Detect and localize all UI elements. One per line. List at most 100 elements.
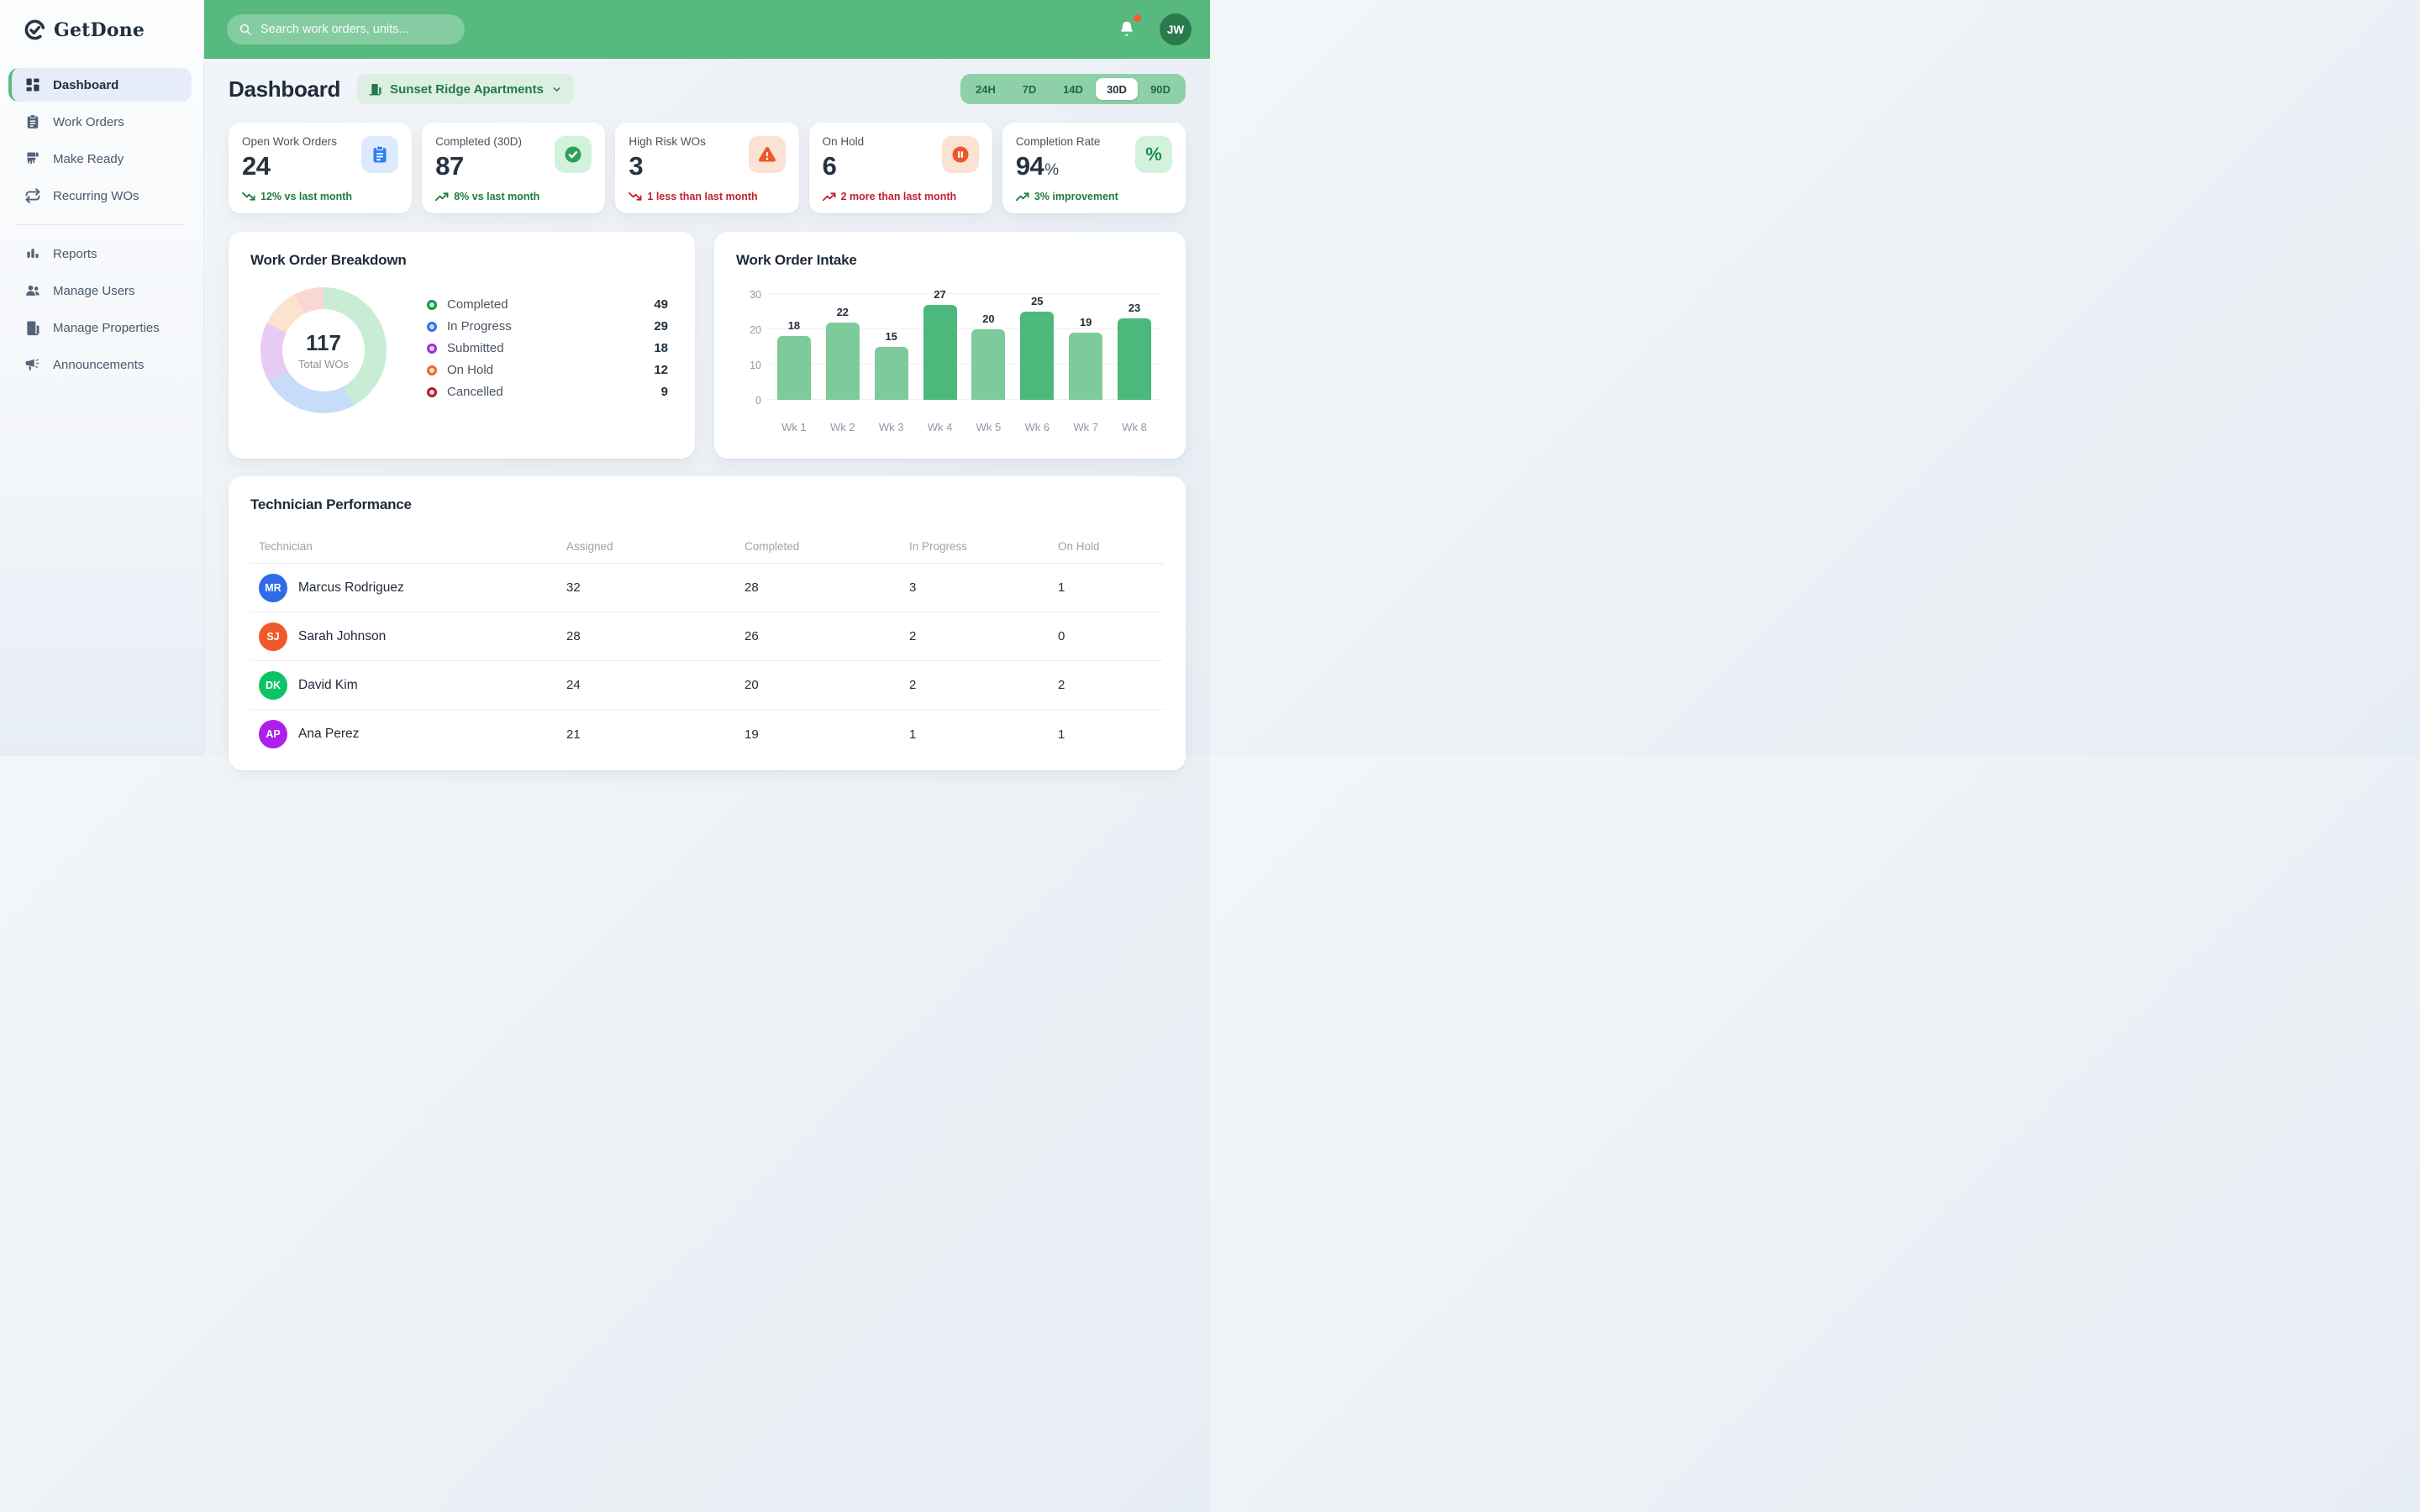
avatar: SJ — [259, 622, 287, 651]
assigned-cell: 21 — [566, 727, 581, 742]
property-selector[interactable]: Sunset Ridge Apartments — [357, 74, 574, 104]
kpi-trend: 8% vs last month — [435, 191, 539, 202]
user-avatar[interactable]: JW — [1160, 13, 1192, 45]
legend-label: In Progress — [447, 319, 512, 333]
notifications-button[interactable] — [1118, 14, 1141, 39]
sidebar-item-manage-users[interactable]: Manage Users — [8, 274, 192, 307]
sidebar-divider — [15, 224, 185, 225]
gridline — [770, 364, 1159, 365]
legend-dot — [427, 365, 437, 375]
technician-name: David Kim — [298, 677, 358, 692]
search-icon — [239, 24, 251, 35]
x-axis-label: Wk 3 — [878, 421, 904, 433]
technician-cell: SJ Sarah Johnson — [250, 622, 566, 651]
trend-down-icon — [629, 192, 642, 202]
time-range-30d[interactable]: 30D — [1096, 78, 1138, 100]
sidebar-item-reports[interactable]: Reports — [8, 237, 192, 270]
users-icon — [24, 282, 41, 299]
table-row-david-kim[interactable]: DK David Kim 24 20 2 2 — [250, 661, 1164, 710]
kpi-label: Completed (30D) — [435, 135, 522, 148]
technician-name: Sarah Johnson — [298, 628, 387, 643]
bar-value-label: 22 — [836, 305, 850, 318]
sidebar-nav: Dashboard Work Orders Make Ready Recurring … — [0, 68, 203, 381]
legend-label: Cancelled — [447, 385, 503, 399]
time-range-24h[interactable]: 24H — [976, 82, 996, 96]
page-title: Dashboard — [229, 76, 341, 102]
donut-center: 117 Total WOs — [282, 309, 365, 391]
dashboard-icon — [24, 76, 41, 93]
time-range-14d[interactable]: 14D — [1063, 82, 1083, 96]
bar-value-label: 23 — [1128, 302, 1141, 315]
brand-name: GetDone — [54, 18, 145, 41]
x-axis-label: Wk 2 — [830, 421, 855, 433]
gridline — [770, 399, 1159, 400]
sidebar-item-announcements[interactable]: Announcements — [8, 348, 192, 381]
column-header-technician: Technician — [259, 540, 313, 553]
trend-up-icon — [1015, 192, 1029, 202]
time-range-90d[interactable]: 90D — [1150, 82, 1171, 96]
kpi-card-open-work-orders: Open Work Orders 24 12% vs last month — [229, 123, 413, 213]
property-selector-label: Sunset Ridge Apartments — [390, 81, 544, 97]
work-order-breakdown-card: Work Order Breakdown 117 Total WOs Compl… — [229, 232, 695, 459]
trend-down-icon — [242, 192, 255, 202]
y-axis-tick: 20 — [750, 324, 761, 336]
bar-value-label: 27 — [934, 287, 946, 301]
sidebar-item-label: Manage Properties — [53, 320, 160, 335]
legend-item-on-hold: On Hold 12 — [427, 360, 673, 381]
sidebar-item-recurring-wos[interactable]: Recurring WOs — [8, 179, 192, 213]
time-range-control: 24H 7D 14D 30D 90D — [960, 74, 1186, 104]
bar-value-label: 15 — [885, 330, 897, 343]
x-axis-label: Wk 5 — [976, 421, 1002, 433]
bar-wk-7 — [1069, 333, 1103, 400]
search-input[interactable]: Search work orders, units... — [227, 14, 465, 45]
sidebar-item-work-orders[interactable]: Work Orders — [8, 105, 192, 139]
bar-wk-2 — [825, 322, 860, 400]
table-row-ana-perez[interactable]: AP Ana Perez 21 19 1 1 — [250, 710, 1164, 759]
time-range-7d[interactable]: 7D — [1022, 82, 1037, 96]
table-body: MR Marcus Rodriguez 32 28 3 1 SJ Sarah Johnson 2… — [250, 564, 1164, 759]
sidebar-item-label: Announcements — [53, 357, 145, 372]
building-icon — [369, 84, 381, 96]
legend-label: On Hold — [447, 363, 494, 377]
bar-chart: 0 10 20 30 18 Wk 1 22 Wk 2 15 Wk 3 27 Wk 4 20 Wk 5 25 W… — [736, 274, 1164, 438]
donut-total-label: Total WOs — [298, 358, 349, 370]
avatar: AP — [259, 720, 287, 748]
legend-dot — [427, 299, 437, 310]
sidebar-item-manage-properties[interactable]: Manage Properties — [8, 311, 192, 344]
y-axis-tick: 10 — [750, 360, 761, 371]
kpi-card-high-risk-wos: High Risk WOs 3 1 less than last month — [615, 123, 799, 213]
technician-name: Marcus Rodriguez — [298, 580, 404, 595]
y-axis-tick: 30 — [750, 289, 761, 301]
sidebar-item-label: Make Ready — [53, 151, 124, 166]
table-header: Technician Assigned Completed In Progress On… — [250, 530, 1164, 564]
table-row-sarah-johnson[interactable]: SJ Sarah Johnson 28 26 2 0 — [250, 612, 1164, 661]
in-progress-cell: 2 — [909, 629, 917, 643]
sidebar-item-dashboard[interactable]: Dashboard — [8, 68, 192, 102]
kpi-value: 6 — [822, 151, 837, 181]
check-circle-icon — [555, 136, 592, 173]
x-axis-label: Wk 4 — [927, 421, 953, 433]
kpi-trend: 2 more than last month — [822, 191, 956, 202]
gridline — [770, 293, 1159, 294]
column-header-completed: Completed — [744, 540, 800, 553]
topbar: Search work orders, units... JW — [204, 0, 1210, 59]
bell-icon — [1121, 21, 1133, 36]
table-title: Technician Performance — [250, 496, 412, 512]
chevron-down-icon — [553, 87, 560, 92]
search-placeholder: Search work orders, units... — [260, 23, 409, 36]
table-row-marcus-rodriguez[interactable]: MR Marcus Rodriguez 32 28 3 1 — [250, 564, 1164, 612]
donut-chart: 117 Total WOs — [260, 287, 387, 413]
on-hold-cell: 1 — [1058, 580, 1065, 595]
legend-value: 49 — [654, 297, 668, 312]
bar-chart-icon — [24, 245, 41, 262]
breakdown-title: Work Order Breakdown — [250, 252, 407, 268]
technician-name: Ana Perez — [298, 727, 360, 741]
app-root: GetDone Dashboard Work Orders Make Ready Re… — [0, 0, 1210, 770]
x-axis-label: Wk 8 — [1122, 421, 1147, 433]
x-axis-label: Wk 7 — [1073, 421, 1098, 433]
clipboard-icon — [361, 136, 399, 173]
repeat-icon — [24, 187, 41, 204]
page-header: Dashboard Sunset Ridge Apartments 24H 7D 1… — [229, 72, 1186, 106]
completed-cell: 20 — [744, 678, 759, 692]
sidebar-item-make-ready[interactable]: Make Ready — [8, 142, 192, 176]
